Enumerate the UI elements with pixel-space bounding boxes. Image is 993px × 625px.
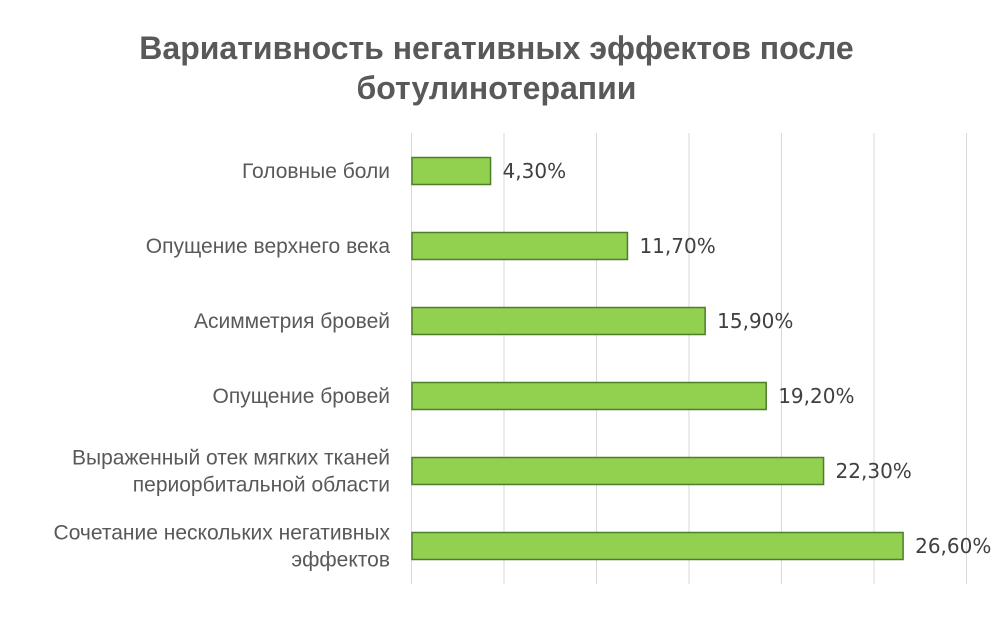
data-label: 15,90% xyxy=(717,309,793,333)
bar xyxy=(411,231,629,261)
bar xyxy=(411,306,706,336)
data-label: 22,30% xyxy=(836,459,912,483)
chart-title-line-2: ботулинотерапии xyxy=(356,70,637,106)
category-label: Опущение верхнего века xyxy=(146,235,391,258)
category-label: Головные боли xyxy=(242,160,390,183)
chart-title-line-1: Вариативность негативных эффектов после xyxy=(139,30,854,66)
bar xyxy=(411,456,825,486)
data-label: 19,20% xyxy=(778,384,854,408)
bar xyxy=(411,531,904,561)
category-label: Асимметрия бровей xyxy=(194,310,390,333)
bar xyxy=(411,381,767,411)
bar xyxy=(411,156,492,186)
data-label: 26,60% xyxy=(915,534,991,558)
data-label: 11,70% xyxy=(639,234,715,258)
category-label: Сочетание нескольких негативных эффектов xyxy=(54,522,391,572)
category-label: Опущение бровей xyxy=(213,385,391,408)
data-label: 4,30% xyxy=(503,159,567,183)
category-label: Выраженный отек мягких тканей периорбитал… xyxy=(72,447,390,497)
